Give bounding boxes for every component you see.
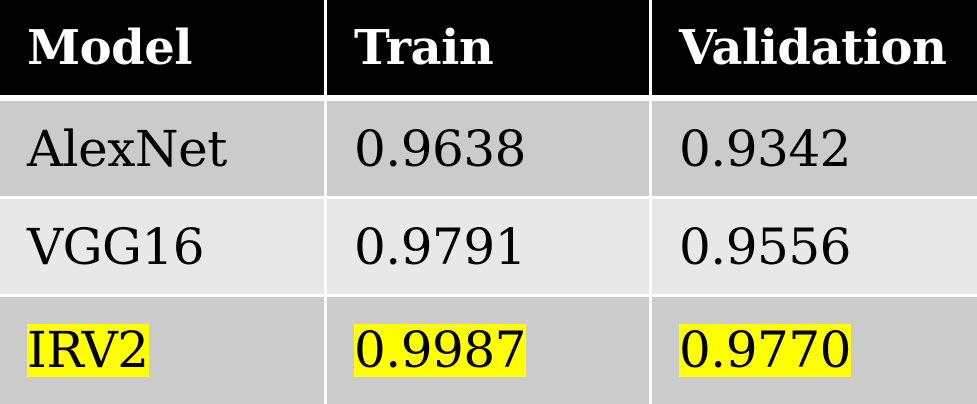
header-validation: Validation <box>652 0 977 101</box>
table-row-irv2-model: IRV2 <box>0 297 327 404</box>
table-row-irv2-validation: 0.9770 <box>652 297 977 404</box>
train-value: 0.9638 <box>354 119 526 178</box>
highlighted-train-value: 0.9987 <box>354 321 526 380</box>
header-train: Train <box>327 0 652 101</box>
header-train-label: Train <box>354 19 494 76</box>
table-row-vgg16-train: 0.9791 <box>327 199 652 297</box>
table-row-irv2-train: 0.9987 <box>327 297 652 404</box>
train-value: 0.9791 <box>354 217 526 276</box>
table-row-vgg16-validation: 0.9556 <box>652 199 977 297</box>
table-row-alexnet-train: 0.9638 <box>327 101 652 199</box>
model-name: AlexNet <box>27 119 227 178</box>
highlighted-model-name: IRV2 <box>27 321 149 380</box>
header-validation-label: Validation <box>679 19 947 76</box>
table-row-alexnet-model: AlexNet <box>0 101 327 199</box>
validation-value: 0.9556 <box>679 217 851 276</box>
validation-value: 0.9342 <box>679 119 851 178</box>
table-row-alexnet-validation: 0.9342 <box>652 101 977 199</box>
table-row-vgg16-model: VGG16 <box>0 199 327 297</box>
header-model-label: Model <box>27 19 192 76</box>
model-name: VGG16 <box>27 217 205 276</box>
highlighted-validation-value: 0.9770 <box>679 321 851 380</box>
header-model: Model <box>0 0 327 101</box>
